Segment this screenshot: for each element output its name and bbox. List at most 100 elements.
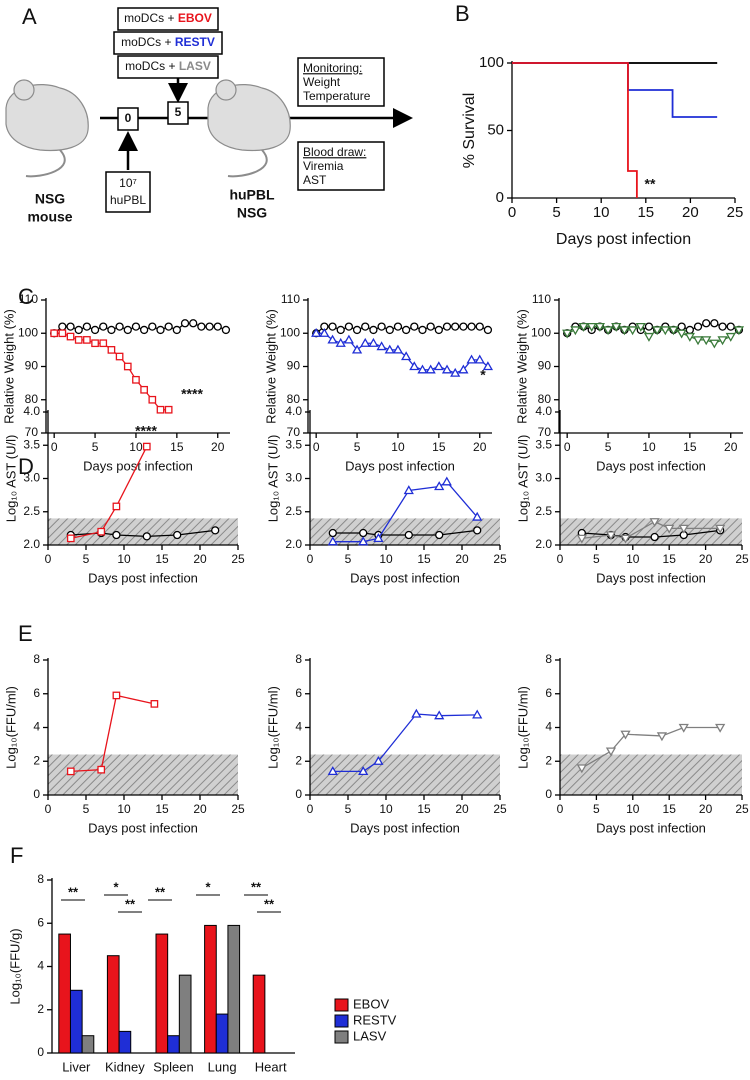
y-tick-label: 4 xyxy=(37,959,44,973)
x-tick-label: 10 xyxy=(642,440,656,454)
marker xyxy=(66,534,75,543)
x-axis-label: Days post infection xyxy=(596,820,706,835)
x-tick-label: 20 xyxy=(699,552,713,566)
survival-curve xyxy=(512,62,638,198)
y-tick-label: 2.0 xyxy=(285,537,302,551)
marker xyxy=(148,322,157,331)
y-tick-label: 3.0 xyxy=(23,471,40,485)
x-tick-label: 15 xyxy=(170,440,184,454)
x-tick-label: 0 xyxy=(557,802,564,816)
significance: ** xyxy=(155,884,166,899)
x-tick-label: 0 xyxy=(307,802,314,816)
x-tick-label: 10 xyxy=(129,440,143,454)
bar xyxy=(204,924,217,1054)
marker xyxy=(605,747,617,757)
marker xyxy=(401,351,412,361)
y-tick-label: 3.5 xyxy=(23,437,40,451)
x-tick-label: 20 xyxy=(724,440,738,454)
blood-draw-item: AST xyxy=(303,173,327,187)
marker xyxy=(164,405,173,414)
x-tick-label: 15 xyxy=(417,802,431,816)
monitoring-heading: Monitoring: xyxy=(303,61,362,75)
marker xyxy=(701,336,712,346)
marker xyxy=(97,765,106,774)
y-tick-label: 80 xyxy=(287,392,301,406)
marker xyxy=(643,332,655,342)
marker xyxy=(142,532,151,541)
marker xyxy=(148,395,157,404)
significance: * xyxy=(480,367,486,383)
marker xyxy=(718,322,727,331)
marker xyxy=(472,511,483,521)
x-tick-label: 5 xyxy=(552,204,560,221)
marker xyxy=(652,326,663,336)
marker xyxy=(132,375,140,384)
day-label: 5 xyxy=(175,105,182,119)
mouse-icon xyxy=(5,79,89,178)
marker xyxy=(425,364,436,374)
marker xyxy=(352,325,362,335)
marker xyxy=(441,476,452,486)
day-box xyxy=(167,101,189,125)
x-tick-label: 10 xyxy=(117,802,131,816)
marker xyxy=(602,326,614,336)
series-line xyxy=(70,694,155,773)
marker xyxy=(351,344,363,354)
infection-label: moDCs + LASV xyxy=(125,59,211,73)
y-tick-label: 90 xyxy=(538,359,552,373)
marker xyxy=(373,755,384,765)
marker xyxy=(620,534,631,544)
y-tick-label: 50 xyxy=(487,121,504,138)
marker xyxy=(619,326,630,336)
marker xyxy=(58,329,67,338)
marker xyxy=(343,334,355,344)
day-label: 0 xyxy=(125,111,132,125)
y-tick-label: 6 xyxy=(545,686,552,700)
x-tick-label: 0 xyxy=(508,204,516,221)
marker xyxy=(594,322,606,332)
marker xyxy=(726,322,735,331)
marker xyxy=(692,336,704,346)
y-tick-label: 80 xyxy=(25,392,39,406)
blood-draw-heading: Blood draw: xyxy=(303,145,366,159)
marker xyxy=(369,325,378,335)
mouse-label: NSG xyxy=(237,205,267,221)
x-axis-label: Days post infection xyxy=(556,231,691,248)
y-tick-label: 80 xyxy=(538,392,552,406)
bar xyxy=(106,955,120,1054)
legend-label: LASV xyxy=(353,1028,387,1043)
marker xyxy=(635,322,646,332)
marker xyxy=(678,723,689,733)
marker xyxy=(107,325,116,335)
marker xyxy=(576,534,587,544)
mouse-icon xyxy=(207,79,291,178)
bar xyxy=(227,924,241,1054)
x-tick-label: 5 xyxy=(354,440,361,454)
x-tick-label: Kidney xyxy=(105,1059,145,1074)
panel-label: C xyxy=(18,284,34,309)
marker xyxy=(205,322,214,331)
y-tick-label: 0 xyxy=(33,787,40,801)
marker xyxy=(459,322,468,331)
x-tick-label: Liver xyxy=(62,1059,91,1074)
x-tick-label: 5 xyxy=(92,440,99,454)
marker xyxy=(384,344,395,354)
marker xyxy=(82,322,92,331)
panel-label: E xyxy=(18,621,33,646)
y-tick-label: 4.0 xyxy=(285,404,302,418)
marker xyxy=(562,329,573,339)
marker xyxy=(401,325,411,335)
significance: **** xyxy=(135,423,157,439)
dose-box xyxy=(105,171,151,213)
panel-label: A xyxy=(22,4,37,29)
marker xyxy=(211,526,220,535)
x-tick-label: 20 xyxy=(699,802,713,816)
marker xyxy=(676,329,687,339)
x-tick-label: 10 xyxy=(593,204,610,221)
y-tick-label: 0 xyxy=(295,787,302,801)
marker xyxy=(327,536,338,546)
x-tick-label: 5 xyxy=(83,552,90,566)
bar xyxy=(58,933,71,1054)
marker xyxy=(715,723,726,733)
marker xyxy=(725,332,736,342)
